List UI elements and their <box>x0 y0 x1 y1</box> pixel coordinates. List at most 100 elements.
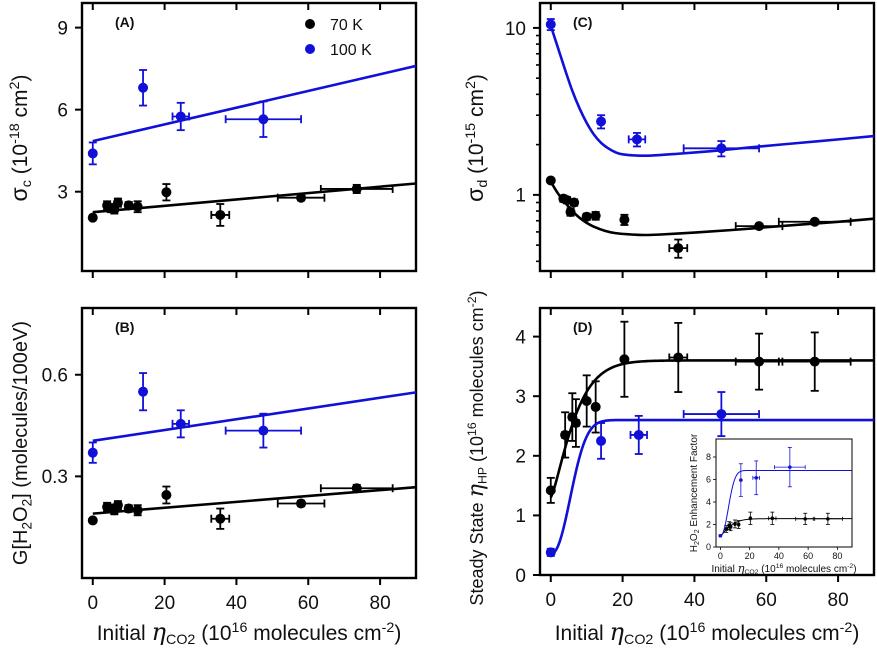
data-point-100k <box>596 435 607 446</box>
data-point-70k <box>590 210 601 221</box>
y-tick-label: 3 <box>515 387 526 408</box>
panel-d-inset: 0 20 40 60 80 0 2 4 6 8 <box>706 438 853 561</box>
data-point-100k <box>87 447 98 458</box>
data-point-100k <box>718 533 723 538</box>
x-tick-label: 60 <box>756 590 777 611</box>
x-tick-label: 60 <box>298 593 319 614</box>
plot-area <box>545 320 874 558</box>
y-tick-label: 1 <box>515 506 526 527</box>
x-tick-label: 80 <box>370 593 391 614</box>
y-tick-label: 9 <box>57 18 68 39</box>
data-point-70k <box>132 505 143 516</box>
data-point-70k <box>215 209 226 220</box>
data-point-70k <box>351 483 362 494</box>
label-part: σ <box>6 187 32 201</box>
label-part: CO2 <box>166 632 195 648</box>
data-point-70k <box>724 527 729 531</box>
plot-frame <box>80 1 418 273</box>
data-point-70k <box>545 485 556 496</box>
label-part: d <box>475 180 491 188</box>
fit-line-70k <box>549 359 874 499</box>
label-part: O <box>689 533 700 541</box>
y-tick-label: 8 <box>706 452 711 462</box>
label-part: -2 <box>847 563 853 570</box>
label-part: (10 <box>653 622 689 645</box>
y-axis-label-c: σd (10-15 cm2) <box>462 74 491 202</box>
label-part: 2 <box>7 81 23 89</box>
label-part: molecules cm <box>783 564 847 575</box>
label-part: (10 <box>758 564 776 575</box>
panel-b: 0 20 40 60 80 0.3 0.6 (B) <box>42 306 418 614</box>
data-point-70k <box>754 356 765 367</box>
data-point-100k <box>175 111 186 122</box>
label-part: η <box>152 618 167 646</box>
data-point-100k <box>545 547 556 558</box>
panel-a: 3 6 9 (A) <box>57 1 418 278</box>
plot-area <box>87 64 416 227</box>
y-tick-label: 6 <box>706 475 711 485</box>
label-part: molecules cm <box>247 622 381 645</box>
data-point-70k <box>351 183 362 194</box>
fit-line-100k <box>720 470 852 537</box>
data-point-70k <box>581 211 592 222</box>
x-tick-label: 40 <box>684 590 705 611</box>
label-part: ) <box>467 290 487 296</box>
x-tick-label: 80 <box>828 590 849 611</box>
label-part: 2 <box>19 499 34 507</box>
label-part: σ <box>462 188 488 202</box>
legend-marker-70k <box>305 19 315 29</box>
data-point-100k <box>633 429 644 440</box>
data-point-70k <box>87 515 98 526</box>
y-tick-label: 4 <box>706 497 711 507</box>
data-point-70k <box>570 418 581 429</box>
y-tick-label: 0.3 <box>42 467 68 488</box>
y-axis-label-d: Steady State ηHP (1016 molecules cm-2) <box>463 290 490 605</box>
label-part: 16 <box>232 620 248 636</box>
panel-label: (C) <box>573 14 592 30</box>
label-part: Initial <box>97 622 152 645</box>
label-part: H <box>689 545 700 552</box>
y-tick-label: 10 <box>505 19 526 40</box>
data-point-70k <box>733 522 737 526</box>
legend-label-70k: 70 K <box>330 17 363 34</box>
x-axis-label-d: Initial ηCO2 (1016 molecules cm-2) <box>555 618 860 648</box>
label-part: CO2 <box>624 632 653 648</box>
x-tick-label: 0 <box>718 551 723 561</box>
data-point-70k <box>748 516 753 521</box>
panel-label: (D) <box>573 319 592 335</box>
data-point-100k <box>258 425 269 436</box>
data-point-100k <box>739 478 743 482</box>
y-tick-label: 2 <box>515 447 526 468</box>
data-point-100k <box>788 465 792 469</box>
label-part: -15 <box>463 123 479 144</box>
data-point-70k <box>560 429 571 440</box>
data-point-70k <box>736 522 741 527</box>
data-point-70k <box>112 197 123 208</box>
fit-line-100k <box>92 64 416 143</box>
data-point-100k <box>258 114 269 125</box>
data-point-70k <box>123 503 134 514</box>
label-part: -2 <box>840 620 853 636</box>
fit-line-70k <box>92 485 416 515</box>
label-part: HP <box>476 467 490 484</box>
label-part: ) <box>394 622 401 645</box>
label-part: 16 <box>465 422 479 436</box>
data-point-100k <box>631 134 642 145</box>
data-point-70k <box>87 212 98 223</box>
data-point-70k <box>826 517 830 521</box>
data-point-100k <box>716 409 727 420</box>
y-axis-label-b: G[H2O2] (molecules/100eV) <box>10 321 34 565</box>
label-part: 2 <box>463 81 479 89</box>
data-point-70k <box>754 221 765 232</box>
data-point-100k <box>596 116 607 127</box>
label-part: Steady State <box>467 497 487 605</box>
data-point-70k <box>123 200 134 211</box>
axis-labels: Initial ηCO2 (1016 molecules cm-2) Initia… <box>6 74 859 648</box>
data-point-100k <box>138 82 149 93</box>
data-point-100k <box>175 418 186 429</box>
label-part: -18 <box>7 123 23 144</box>
label-part: 2 <box>694 541 701 545</box>
label-part: -2 <box>465 296 479 307</box>
y-tick-label: 0.6 <box>42 366 68 387</box>
legend: 70 K 100 K <box>305 17 372 59</box>
